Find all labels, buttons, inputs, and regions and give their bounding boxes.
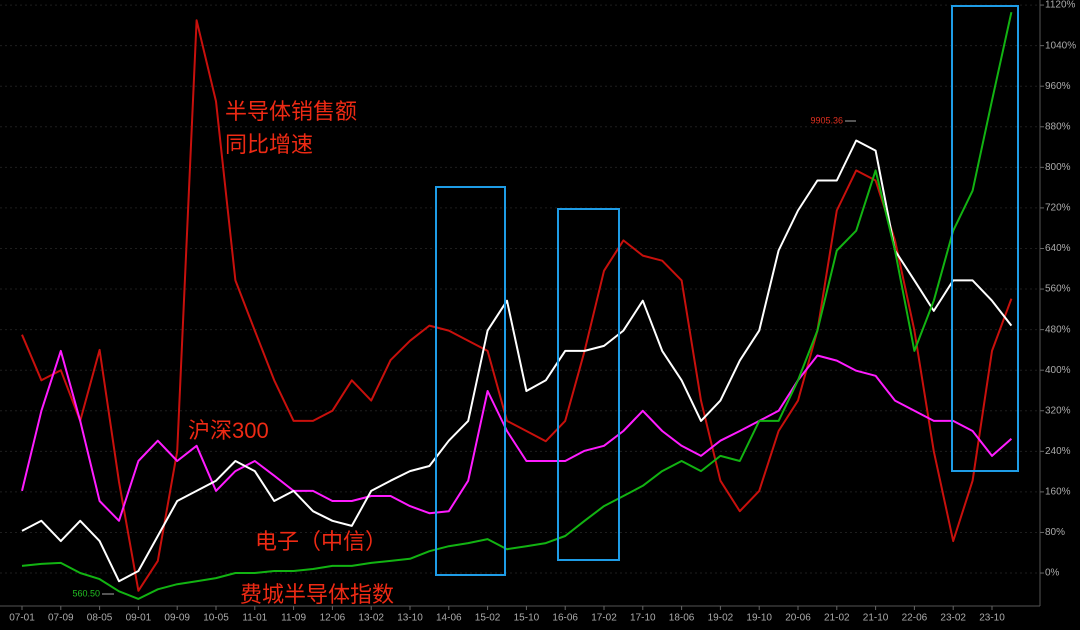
x-tick-label: 15-02 xyxy=(475,613,501,624)
y-tick-label: 560% xyxy=(1045,284,1071,295)
y-tick-label: 800% xyxy=(1045,162,1071,173)
x-tick-label: 18-06 xyxy=(669,613,695,624)
series-label: 电子（中信） xyxy=(255,529,387,554)
plot xyxy=(21,11,1013,600)
x-tick-label: 07-01 xyxy=(9,613,35,624)
x-tick-label: 11-09 xyxy=(281,613,306,624)
y-tick-label: 80% xyxy=(1045,527,1065,538)
x-tick-label: 17-10 xyxy=(630,613,656,624)
x-tick-label: 23-10 xyxy=(979,613,1005,624)
series-label: 沪深300 xyxy=(188,418,269,443)
series-label: 半导体销售额 xyxy=(225,99,357,124)
x-tick-label: 12-06 xyxy=(320,613,346,624)
annotation: 9905.36 xyxy=(810,115,843,125)
labels: 0% 80% 160% 240% 320% 400% 480% 560% 640% 720% 800… xyxy=(9,0,1076,624)
x-tick-label: 21-02 xyxy=(824,613,850,624)
series-line xyxy=(21,19,1013,592)
highlight-box xyxy=(951,5,1019,472)
y-tick-label: 160% xyxy=(1045,487,1071,498)
x-tick-label: 14-06 xyxy=(436,613,462,624)
x-tick-label: 13-10 xyxy=(397,613,423,624)
series-line xyxy=(21,349,1013,522)
x-tick-label: 09-09 xyxy=(164,613,190,624)
y-tick-label: 240% xyxy=(1045,446,1071,457)
x-tick-label: 19-10 xyxy=(746,613,772,624)
y-tick-label: 640% xyxy=(1045,243,1071,254)
annotation: 560.50 xyxy=(72,588,100,598)
y-tick-label: 720% xyxy=(1045,203,1071,214)
x-tick-label: 21-10 xyxy=(863,613,889,624)
x-tick-label: 17-02 xyxy=(591,613,617,624)
x-tick-label: 23-02 xyxy=(940,613,966,624)
highlight-box xyxy=(557,208,620,561)
y-tick-label: 0% xyxy=(1045,568,1060,579)
series-line xyxy=(21,11,1013,600)
y-tick-label: 1120% xyxy=(1045,0,1076,11)
y-tick-label: 400% xyxy=(1045,365,1071,376)
x-tick-label: 10-05 xyxy=(203,613,229,624)
x-tick-label: 20-06 xyxy=(785,613,811,624)
x-tick-label: 08-05 xyxy=(87,613,113,624)
x-tick-label: 22-06 xyxy=(902,613,928,624)
x-tick-label: 13-02 xyxy=(358,613,384,624)
series-label: 同比增速 xyxy=(225,132,313,157)
series-label: 费城半导体指数 xyxy=(240,582,394,607)
x-tick-label: 15-10 xyxy=(514,613,540,624)
x-tick-label: 11-01 xyxy=(242,613,267,624)
x-tick-label: 16-06 xyxy=(552,613,578,624)
x-tick-label: 09-01 xyxy=(126,613,152,624)
x-tick-label: 07-09 xyxy=(48,613,74,624)
highlight-box xyxy=(435,186,506,576)
y-tick-label: 960% xyxy=(1045,81,1071,92)
x-tick-label: 19-02 xyxy=(708,613,734,624)
y-tick-label: 320% xyxy=(1045,405,1071,416)
y-tick-label: 1040% xyxy=(1045,40,1076,51)
series-line xyxy=(21,139,1013,583)
y-tick-label: 480% xyxy=(1045,324,1071,335)
y-tick-label: 880% xyxy=(1045,121,1071,132)
